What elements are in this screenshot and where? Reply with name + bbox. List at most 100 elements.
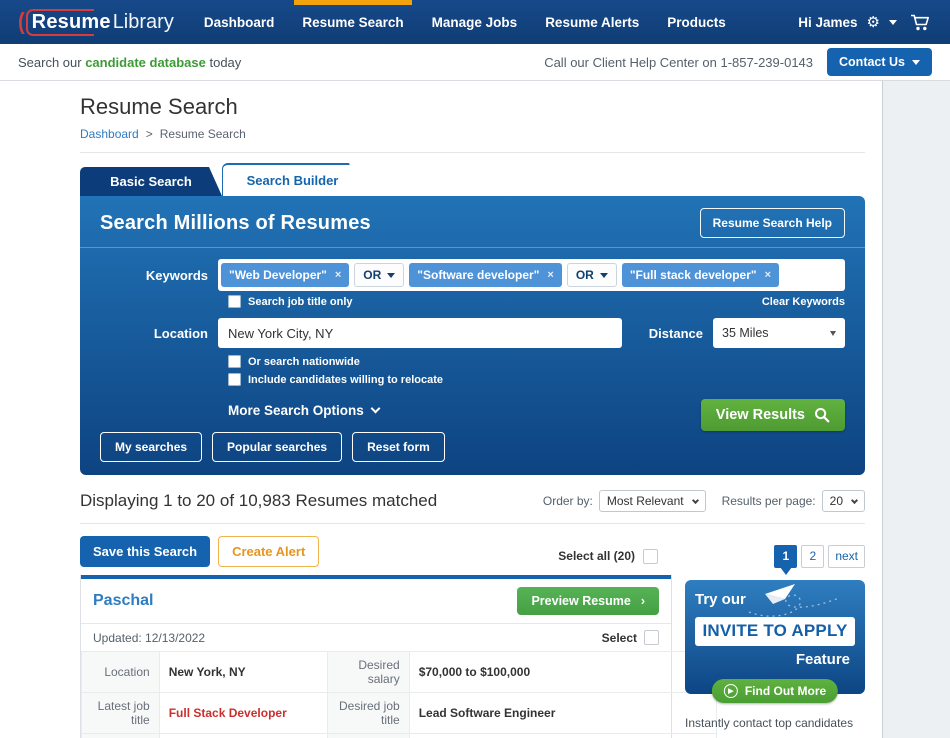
field-value: New York, NY [158, 651, 328, 693]
results-summary: Displaying 1 to 20 of 10,983 Resumes mat… [80, 491, 438, 510]
nationwide-label: Or search nationwide [248, 355, 360, 368]
field-value-highlighted: Full Stack Developer [158, 692, 328, 734]
keywords-row: Keywords "Web Developer" × OR "Software … [100, 259, 845, 291]
location-row: Location Distance 35 Miles [100, 318, 845, 348]
operator-label: OR [575, 268, 594, 282]
create-alert-button[interactable]: Create Alert [218, 535, 320, 567]
table-row: Work experience 6-10 years Willing to tr… [81, 733, 718, 738]
order-by-select[interactable]: Most Relevant [598, 490, 706, 512]
operator-caret-icon [599, 272, 608, 278]
search-tabs: Basic Search Search Builder [80, 163, 865, 196]
relocate-checkbox[interactable] [228, 373, 241, 386]
nav-item-resume-alerts[interactable]: Resume Alerts [545, 14, 640, 30]
user-greeting[interactable]: Hi James [798, 14, 858, 30]
select-all-checkbox[interactable] [643, 548, 658, 564]
keyword-tag[interactable]: "Full stack developer" × [621, 263, 780, 287]
keyword-tag-label: "Software developer" [417, 268, 540, 282]
contact-us-label: Contact Us [839, 55, 905, 69]
gear-icon[interactable]: ⚙ [866, 13, 880, 31]
candidate-database-link[interactable]: candidate database [85, 54, 206, 70]
nav-item-resume-search[interactable]: Resume Search [294, 0, 412, 44]
operator-caret-icon [387, 272, 396, 278]
select-candidate-checkbox[interactable] [644, 630, 659, 645]
account-caret-icon[interactable] [889, 19, 897, 25]
search-panel: Search Millions of Resumes Resume Search… [80, 196, 865, 475]
keyword-tag[interactable]: "Web Developer" × [221, 263, 350, 287]
my-searches-button[interactable]: My searches [100, 432, 203, 462]
page-button-2[interactable]: 2 [801, 545, 825, 568]
field-label: Desired salary [326, 651, 410, 693]
operator-select[interactable]: OR [354, 263, 405, 287]
keywords-input[interactable]: "Web Developer" × OR "Software developer… [218, 259, 845, 291]
nav-item-manage-jobs[interactable]: Manage Jobs [431, 14, 518, 30]
remove-keyword-icon[interactable]: × [764, 269, 772, 281]
content-container: Resume Search Dashboard > Resume Search … [0, 81, 883, 738]
field-value: 20 miles [408, 733, 718, 738]
preview-resume-label: Preview Resume [531, 594, 631, 608]
per-page-label: Results per page: [721, 494, 816, 508]
keyword-tag[interactable]: "Software developer" × [409, 263, 562, 287]
invite-description: Instantly contact top candidates [685, 716, 854, 730]
order-by-value: Most Relevant [606, 494, 684, 508]
resume-search-help-button[interactable]: Resume Search Help [699, 208, 845, 238]
contact-us-button[interactable]: Contact Us [827, 48, 932, 76]
job-title-only-checkbox[interactable] [228, 295, 241, 308]
nav-item-products[interactable]: Products [667, 14, 726, 30]
search-icon [815, 408, 830, 423]
page-background: Resume Search Dashboard > Resume Search … [0, 81, 950, 738]
page-title: Resume Search [80, 94, 238, 119]
distance-caret-icon [830, 330, 836, 336]
remove-keyword-icon[interactable]: × [334, 269, 342, 281]
tab-search-builder[interactable]: Search Builder [222, 163, 362, 196]
candidate-details-table: Location New York, NY Desired salary $70… [81, 651, 718, 738]
candidate-card: Paschal Preview Resume › Updated: 12/13/… [80, 575, 718, 738]
order-by-label: Order by: [542, 494, 593, 508]
per-page-select[interactable]: 20 [821, 490, 865, 512]
chevron-down-icon [850, 496, 859, 504]
per-page-value: 20 [829, 494, 843, 508]
remove-keyword-icon[interactable]: × [547, 269, 554, 281]
candidate-name[interactable]: Paschal [93, 592, 154, 609]
paper-plane-icon [748, 584, 840, 617]
results-bar: Displaying 1 to 20 of 10,983 Resumes mat… [80, 490, 865, 524]
nationwide-checkbox[interactable] [228, 355, 241, 368]
preview-resume-button[interactable]: Preview Resume › [517, 587, 659, 615]
page-button-1[interactable]: 1 [774, 545, 798, 568]
nav-item-dashboard[interactable]: Dashboard [203, 14, 275, 30]
operator-select[interactable]: OR [566, 263, 617, 287]
chevron-down-icon [370, 403, 381, 414]
breadcrumb-dashboard-link[interactable]: Dashboard [80, 127, 139, 141]
view-results-button[interactable]: View Results [700, 399, 845, 431]
play-icon: ▶ [723, 684, 738, 698]
field-value: $70,000 to $100,000 [408, 651, 718, 693]
logo-bracket-outline [25, 8, 94, 36]
relocate-label: Include candidates willing to relocate [248, 373, 443, 386]
breadcrumb-current: Resume Search [159, 127, 246, 141]
chevron-down-icon [691, 496, 699, 504]
field-value: Lead Software Engineer [408, 692, 718, 734]
field-label: Desired job title [326, 692, 410, 734]
search-panel-title: Search Millions of Resumes [100, 211, 371, 234]
cart-icon[interactable] [910, 14, 932, 31]
save-search-button[interactable]: Save this Search [80, 535, 211, 567]
distance-select[interactable]: 35 Miles [713, 318, 845, 348]
clear-keywords-link[interactable]: Clear Keywords [761, 295, 845, 308]
tab-basic-search[interactable]: Basic Search [80, 167, 222, 196]
job-title-only-label: Search job title only [248, 295, 353, 308]
popular-searches-button[interactable]: Popular searches [212, 432, 343, 462]
help-bar: Search our candidate database today Call… [0, 44, 950, 81]
find-out-more-label: Find Out More [744, 684, 827, 698]
location-input[interactable] [218, 318, 622, 348]
page-button-next[interactable]: next [828, 545, 865, 568]
find-out-more-button[interactable]: ▶ Find Out More [711, 679, 839, 703]
field-label: Location [81, 651, 160, 693]
table-row: Location New York, NY Desired salary $70… [81, 651, 718, 693]
field-value: 6-10 years [158, 733, 328, 738]
more-search-options-link[interactable]: More Search Options [228, 403, 381, 418]
invite-to-apply-banner[interactable]: Try our INVITE TO APPLY Feature ▶ Find O… [685, 580, 865, 703]
logo-text-resume: Resume [31, 10, 111, 33]
distance-label: Distance [648, 325, 703, 341]
updated-date: Updated: 12/13/2022 [93, 630, 206, 645]
reset-form-button[interactable]: Reset form [352, 432, 445, 462]
resume-library-logo[interactable]: ( Resume Library [18, 0, 174, 44]
